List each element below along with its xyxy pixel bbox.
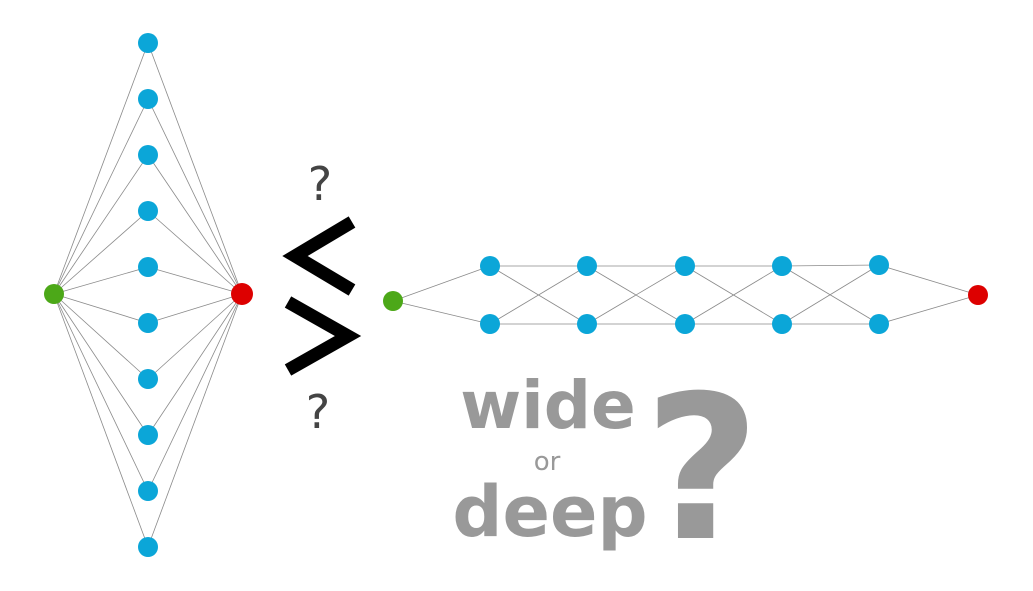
wide-hidden-node-7 — [138, 369, 158, 389]
caption: wide or deep ? — [452, 353, 760, 586]
wide-edge-in-6 — [53, 293, 149, 324]
less-than-symbol — [282, 216, 356, 296]
wide-edge-out-6 — [147, 293, 243, 324]
deep-input-node — [383, 291, 403, 311]
deep-edge-out-1 — [878, 264, 979, 296]
wide-edge-in-7 — [53, 293, 149, 380]
caption-or: or — [534, 447, 561, 477]
wide-edge-in-8 — [53, 293, 149, 436]
wide-edge-out-3 — [147, 154, 243, 295]
deep-edge-out-2 — [878, 294, 979, 325]
wide-network-edges — [53, 42, 243, 548]
wide-edge-in-2 — [53, 98, 149, 295]
comparison-symbols: ? ? — [282, 157, 362, 439]
question-mark-bottom: ? — [306, 385, 330, 439]
wide-edge-in-5 — [53, 266, 149, 295]
big-question-mark: ? — [644, 353, 760, 586]
deep-output-node — [968, 285, 988, 305]
wide-hidden-node-9 — [138, 481, 158, 501]
wide-edge-out-7 — [147, 293, 243, 380]
wide-hidden-node-6 — [138, 313, 158, 333]
deep-hidden-node-l1-2 — [480, 314, 500, 334]
wide-edge-in-4 — [53, 210, 149, 295]
wide-output-node — [231, 283, 253, 305]
deep-edge-in-1 — [392, 265, 491, 302]
wide-edge-out-4 — [147, 210, 243, 295]
deep-hidden-node-l2-1 — [577, 256, 597, 276]
wide-hidden-node-2 — [138, 89, 158, 109]
deep-hidden-node-l5-1 — [869, 255, 889, 275]
deep-hidden-node-l4-2 — [772, 314, 792, 334]
deep-network-edges — [392, 264, 979, 325]
deep-hidden-node-l5-2 — [869, 314, 889, 334]
deep-edge-l1-2-1 — [489, 265, 588, 325]
question-mark-top: ? — [308, 157, 332, 211]
wide-hidden-node-3 — [138, 145, 158, 165]
wide-edge-in-3 — [53, 154, 149, 295]
deep-network — [383, 255, 988, 334]
deep-hidden-node-l2-2 — [577, 314, 597, 334]
caption-wide: wide — [460, 367, 636, 444]
wide-edge-out-2 — [147, 98, 243, 295]
wide-edge-out-10 — [147, 293, 243, 548]
caption-deep: deep — [452, 471, 647, 553]
deep-hidden-node-l3-1 — [675, 256, 695, 276]
wide-hidden-node-10 — [138, 537, 158, 557]
wide-edge-in-10 — [53, 293, 149, 548]
wide-edge-out-8 — [147, 293, 243, 436]
deep-edge-l2-2-1 — [586, 265, 686, 325]
wide-edge-out-1 — [147, 42, 243, 295]
deep-hidden-node-l1-1 — [480, 256, 500, 276]
wide-edge-in-1 — [53, 42, 149, 295]
deep-hidden-node-l3-2 — [675, 314, 695, 334]
wide-network — [44, 33, 253, 557]
wide-hidden-node-8 — [138, 425, 158, 445]
deep-edge-l4-1-1 — [781, 264, 880, 267]
deep-edge-l3-2-1 — [684, 265, 783, 325]
deep-edge-l4-1-2 — [781, 265, 880, 325]
greater-than-symbol — [284, 296, 362, 376]
wide-hidden-node-1 — [138, 33, 158, 53]
wide-hidden-node-5 — [138, 257, 158, 277]
deep-edge-l4-2-1 — [781, 264, 880, 325]
wide-edge-in-9 — [53, 293, 149, 492]
deep-edge-in-2 — [392, 300, 491, 325]
wide-hidden-node-4 — [138, 201, 158, 221]
wide-edge-out-5 — [147, 266, 243, 295]
wide-input-node — [44, 284, 64, 304]
deep-hidden-node-l4-1 — [772, 256, 792, 276]
wide-edge-out-9 — [147, 293, 243, 492]
